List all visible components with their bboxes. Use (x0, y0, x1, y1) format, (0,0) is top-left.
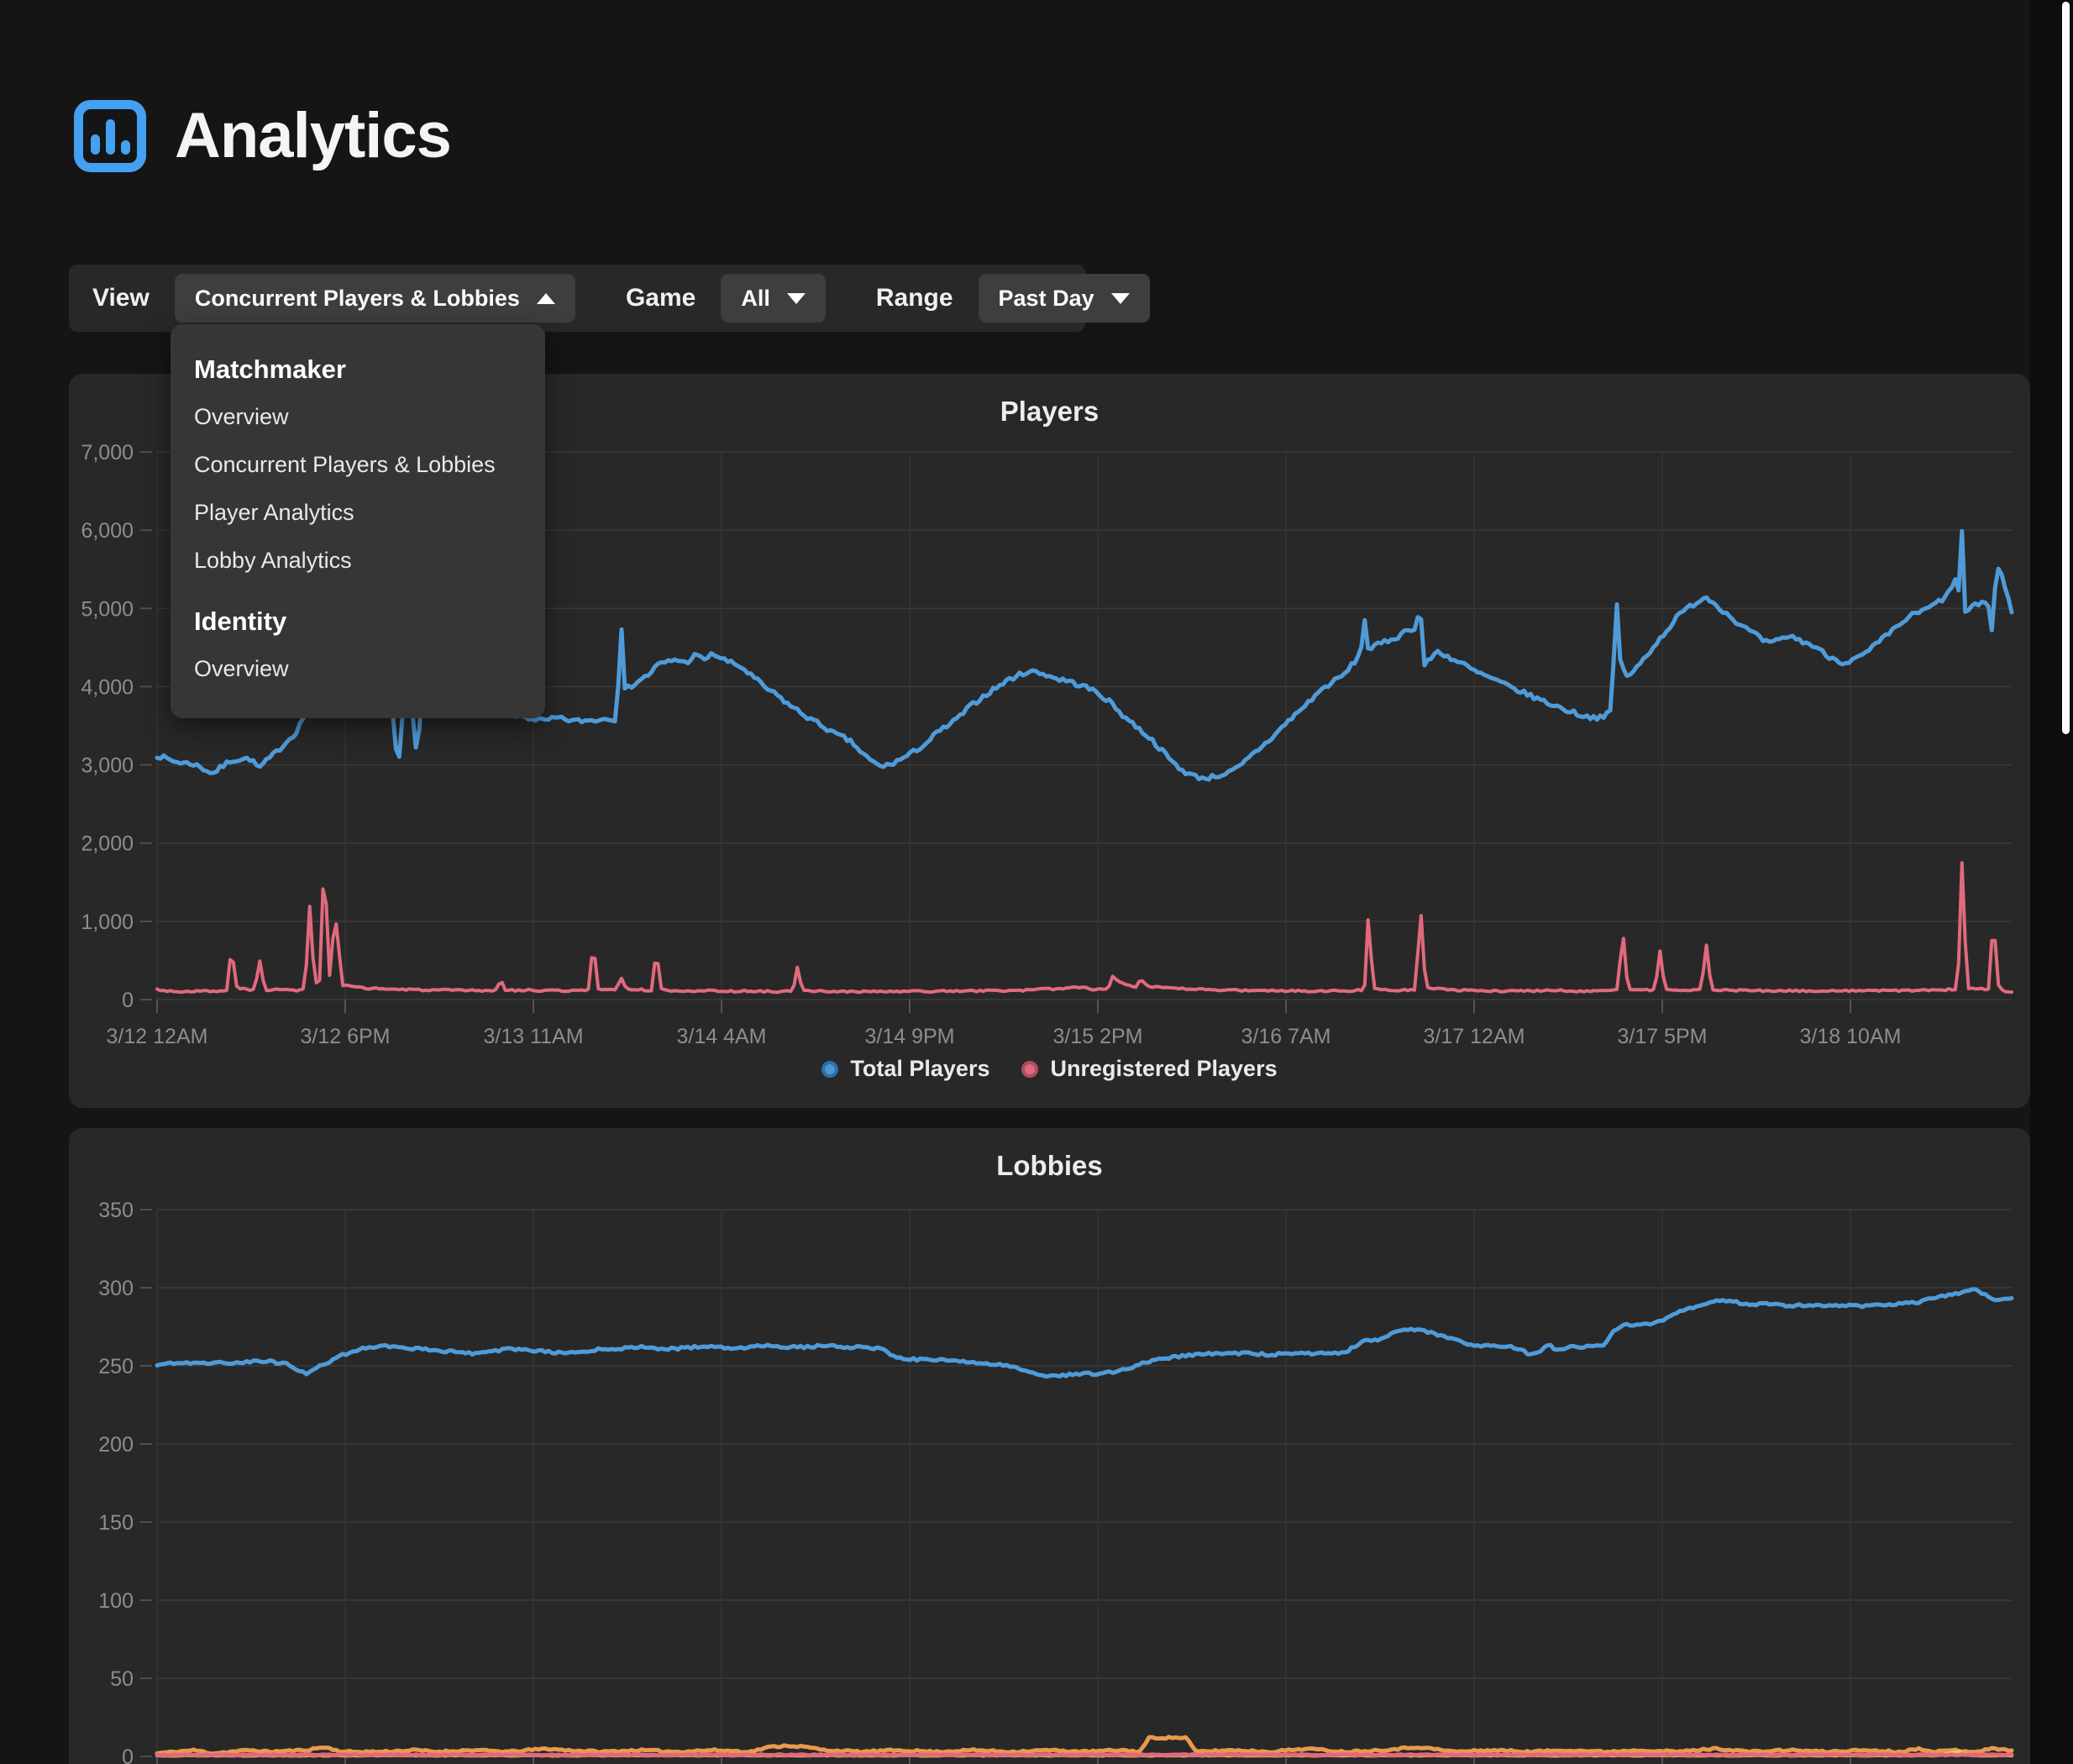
view-label: View (92, 284, 150, 312)
chevron-down-icon (1110, 292, 1130, 304)
svg-text:0: 0 (122, 989, 134, 1012)
svg-text:250: 250 (98, 1355, 134, 1378)
game-select-value: All (741, 285, 770, 311)
menu-item-lobby-analytics[interactable]: Lobby Analytics (194, 548, 352, 573)
filter-toolbar: View Concurrent Players & Lobbies Game A… (69, 265, 1150, 332)
bar-chart-icon (74, 99, 146, 172)
svg-text:1,000: 1,000 (81, 911, 134, 934)
svg-text:100: 100 (98, 1589, 134, 1613)
view-select-value: Concurrent Players & Lobbies (194, 285, 520, 311)
legend-dot-icon (1021, 1060, 1039, 1078)
game-select[interactable]: All (721, 274, 826, 323)
range-select-value: Past Day (998, 285, 1094, 311)
svg-text:150: 150 (98, 1511, 134, 1535)
svg-text:350: 350 (98, 1199, 134, 1222)
svg-text:3/17 5PM: 3/17 5PM (1617, 1025, 1707, 1048)
menu-section-header: Matchmaker (194, 354, 346, 384)
svg-text:7,000: 7,000 (81, 441, 134, 465)
range-label: Range (875, 284, 953, 312)
scrollbar-track[interactable] (2030, 0, 2073, 1764)
svg-text:5,000: 5,000 (81, 597, 134, 621)
svg-text:2,000: 2,000 (81, 832, 134, 856)
menu-item-player-analytics[interactable]: Player Analytics (194, 500, 354, 525)
legend-label: Unregistered Players (1050, 1056, 1278, 1081)
menu-item-concurrent-players-lobbies[interactable]: Concurrent Players & Lobbies (194, 452, 496, 477)
svg-text:3/12 12AM: 3/12 12AM (107, 1025, 208, 1048)
svg-text:3/18 10AM: 3/18 10AM (1800, 1025, 1902, 1048)
svg-text:3/14 9PM: 3/14 9PM (864, 1025, 954, 1048)
range-select[interactable]: Past Day (978, 274, 1150, 323)
chevron-down-icon (786, 292, 806, 304)
svg-text:4,000: 4,000 (81, 675, 134, 699)
svg-text:3/12 6PM: 3/12 6PM (300, 1025, 390, 1048)
svg-text:300: 300 (98, 1277, 134, 1300)
menu-item-overview[interactable]: Overview (194, 404, 289, 429)
svg-text:3/14 4AM: 3/14 4AM (676, 1025, 766, 1048)
svg-text:0: 0 (122, 1746, 134, 1764)
svg-text:6,000: 6,000 (81, 519, 134, 543)
lobbies-chart-title: Lobbies (996, 1150, 1103, 1181)
lobbies-chart-panel: Lobbies 350 300 250 200 150 100 50 0 (69, 1128, 2030, 1764)
svg-text:3/13 11AM: 3/13 11AM (483, 1025, 583, 1048)
legend-label: Total Players (850, 1056, 990, 1081)
game-label: Game (625, 284, 696, 312)
menu-section-header: Identity (194, 606, 287, 636)
legend-dot-icon (821, 1060, 839, 1078)
scrollbar-thumb[interactable] (2062, 2, 2070, 734)
page-title: Analytics (175, 100, 452, 171)
svg-text:50: 50 (110, 1667, 134, 1691)
svg-text:3,000: 3,000 (81, 754, 134, 778)
players-chart-title: Players (1000, 396, 1099, 427)
svg-text:3/17 12AM: 3/17 12AM (1424, 1025, 1525, 1048)
svg-text:200: 200 (98, 1433, 134, 1457)
menu-item-overview[interactable]: Overview (194, 656, 289, 681)
svg-text:3/16 7AM: 3/16 7AM (1241, 1025, 1330, 1048)
view-dropdown-menu: Matchmaker Overview Concurrent Players & L… (171, 324, 545, 718)
svg-text:3/15 2PM: 3/15 2PM (1052, 1025, 1142, 1048)
view-select[interactable]: Concurrent Players & Lobbies (174, 274, 575, 323)
legend-item[interactable]: Unregistered Players (1021, 1056, 1278, 1082)
chevron-up-icon (536, 292, 555, 304)
page-header: Analytics (74, 99, 452, 172)
legend-item[interactable]: Total Players (821, 1056, 989, 1082)
chart-legend: Total Players Unregistered Players (69, 1056, 2030, 1082)
